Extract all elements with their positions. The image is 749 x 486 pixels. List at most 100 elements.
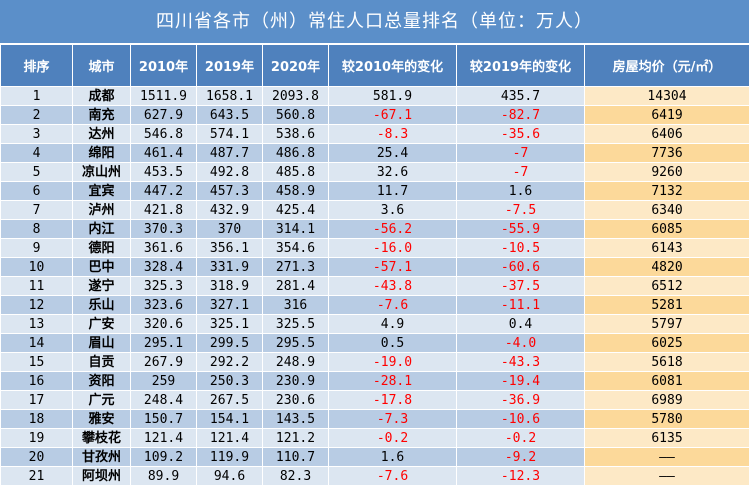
rank-cell: 9 <box>1 239 73 258</box>
house-price-cell: 6143 <box>585 239 749 258</box>
change-2010-cell: -0.2 <box>329 429 457 448</box>
house-price-cell: 4820 <box>585 258 749 277</box>
house-price-cell: 5618 <box>585 353 749 372</box>
pop-2019-cell: 94.6 <box>197 467 263 486</box>
city-cell: 广安 <box>73 315 131 334</box>
pop-2019-cell: 331.9 <box>197 258 263 277</box>
change-2010-cell: 32.6 <box>329 163 457 182</box>
pop-2019-cell: 154.1 <box>197 410 263 429</box>
change-2019-cell: -19.4 <box>457 372 585 391</box>
pop-2020-cell: 560.8 <box>263 106 329 125</box>
change-2019-cell: -10.6 <box>457 410 585 429</box>
change-2019-cell: 0.4 <box>457 315 585 334</box>
change-2019-cell: 435.7 <box>457 87 585 106</box>
house-price-cell: 6025 <box>585 334 749 353</box>
pop-2020-cell: 230.6 <box>263 391 329 410</box>
rank-cell: 8 <box>1 220 73 239</box>
change-2019-cell: -11.1 <box>457 296 585 315</box>
city-cell: 雅安 <box>73 410 131 429</box>
city-cell: 达州 <box>73 125 131 144</box>
city-cell: 阿坝州 <box>73 467 131 486</box>
pop-2019-cell: 267.5 <box>197 391 263 410</box>
change-2010-cell: -8.3 <box>329 125 457 144</box>
pop-2019-cell: 318.9 <box>197 277 263 296</box>
house-price-cell: 6340 <box>585 201 749 220</box>
pop-2020-cell: 230.9 <box>263 372 329 391</box>
city-cell: 巴中 <box>73 258 131 277</box>
header-rank: 排序 <box>1 45 73 87</box>
pop-2020-cell: 143.5 <box>263 410 329 429</box>
house-price-cell: 6406 <box>585 125 749 144</box>
change-2019-cell: -55.9 <box>457 220 585 239</box>
pop-2010-cell: 370.3 <box>131 220 197 239</box>
change-2019-cell: -7.5 <box>457 201 585 220</box>
rank-cell: 19 <box>1 429 73 448</box>
pop-2010-cell: 109.2 <box>131 448 197 467</box>
city-cell: 遂宁 <box>73 277 131 296</box>
pop-2020-cell: 248.9 <box>263 353 329 372</box>
change-2010-cell: -19.0 <box>329 353 457 372</box>
change-2019-cell: -12.3 <box>457 467 585 486</box>
change-2010-cell: 4.9 <box>329 315 457 334</box>
rank-cell: 6 <box>1 182 73 201</box>
header-2010: 2010年 <box>131 45 197 87</box>
pop-2010-cell: 421.8 <box>131 201 197 220</box>
change-2019-cell: -4.0 <box>457 334 585 353</box>
change-2019-cell: -82.7 <box>457 106 585 125</box>
pop-2019-cell: 370 <box>197 220 263 239</box>
change-2010-cell: 3.6 <box>329 201 457 220</box>
pop-2019-cell: 1658.1 <box>197 87 263 106</box>
pop-2019-cell: 327.1 <box>197 296 263 315</box>
pop-2020-cell: 425.4 <box>263 201 329 220</box>
house-price-cell: 9260 <box>585 163 749 182</box>
pop-2020-cell: 82.3 <box>263 467 329 486</box>
pop-2020-cell: 271.3 <box>263 258 329 277</box>
pop-2010-cell: 328.4 <box>131 258 197 277</box>
rank-cell: 2 <box>1 106 73 125</box>
city-cell: 眉山 <box>73 334 131 353</box>
house-price-cell: 6135 <box>585 429 749 448</box>
header-change-2019: 较2019年的变化 <box>457 45 585 87</box>
pop-2010-cell: 453.5 <box>131 163 197 182</box>
rank-cell: 11 <box>1 277 73 296</box>
city-cell: 广元 <box>73 391 131 410</box>
change-2019-cell: 1.6 <box>457 182 585 201</box>
header-2020: 2020年 <box>263 45 329 87</box>
city-cell: 宜宾 <box>73 182 131 201</box>
change-2010-cell: 581.9 <box>329 87 457 106</box>
pop-2019-cell: 121.4 <box>197 429 263 448</box>
house-price-cell: 7132 <box>585 182 749 201</box>
house-price-cell: 14304 <box>585 87 749 106</box>
house-price-cell: 5797 <box>585 315 749 334</box>
pop-2020-cell: 316 <box>263 296 329 315</box>
change-2010-cell: -7.6 <box>329 296 457 315</box>
change-2019-cell: -36.9 <box>457 391 585 410</box>
rank-cell: 13 <box>1 315 73 334</box>
city-cell: 资阳 <box>73 372 131 391</box>
house-price-cell: 5780 <box>585 410 749 429</box>
population-ranking-sheet: 四川省各市（州）常住人口总量排名（单位：万人） 排序 城市 2010年 2019… <box>0 0 749 465</box>
change-2019-cell: -35.6 <box>457 125 585 144</box>
change-2019-cell: -37.5 <box>457 277 585 296</box>
table-title: 四川省各市（州）常住人口总量排名（单位：万人） <box>0 0 749 44</box>
city-cell: 甘孜州 <box>73 448 131 467</box>
rank-cell: 1 <box>1 87 73 106</box>
pop-2010-cell: 1511.9 <box>131 87 197 106</box>
city-cell: 凉山州 <box>73 163 131 182</box>
change-2010-cell: 25.4 <box>329 144 457 163</box>
pop-2020-cell: 281.4 <box>263 277 329 296</box>
city-cell: 绵阳 <box>73 144 131 163</box>
